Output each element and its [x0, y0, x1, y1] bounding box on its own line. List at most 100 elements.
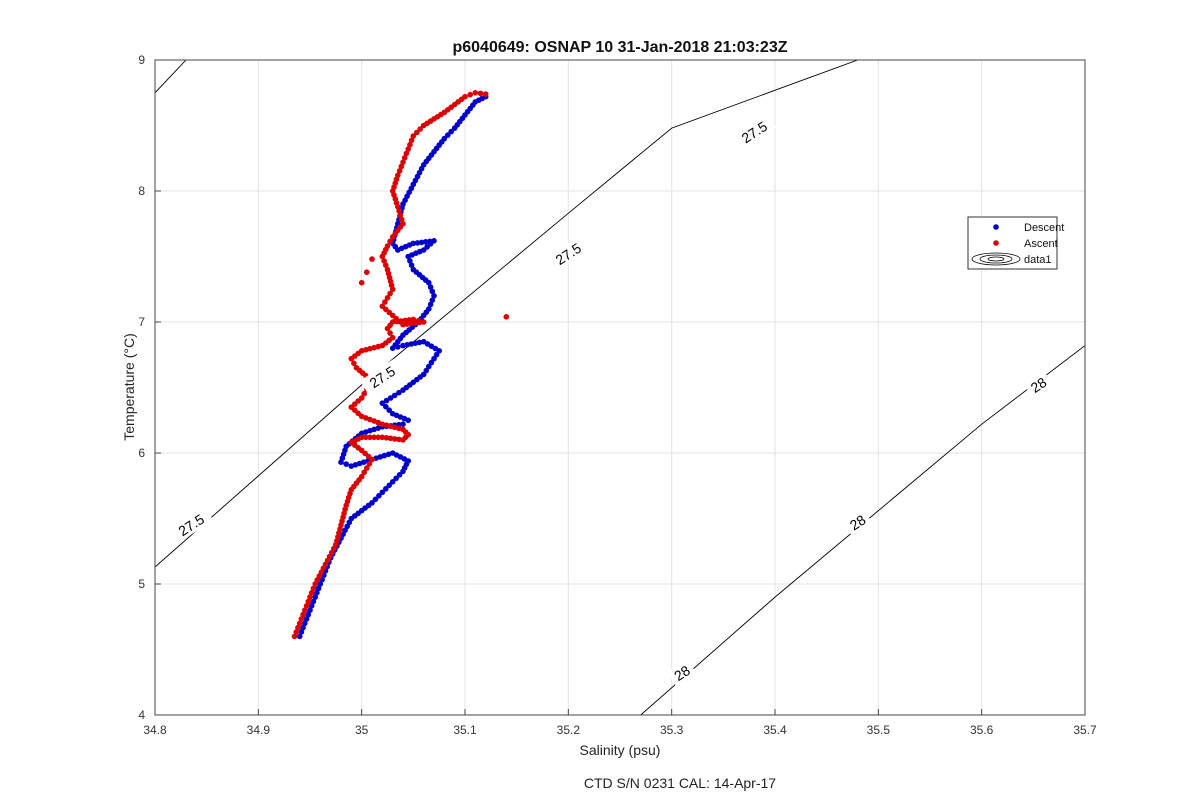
x-tick-label: 35.5 [867, 723, 891, 737]
contour-label-text: 28 [847, 511, 869, 533]
ascent-point [366, 461, 373, 467]
contour-label-bg [168, 506, 214, 544]
ascent-point [395, 172, 401, 179]
ascent-point [482, 91, 489, 97]
x-tick-label: 35.4 [763, 723, 787, 737]
data-points [291, 90, 510, 640]
density-contour-27.5 [155, 60, 187, 94]
ascent-point [384, 295, 391, 301]
ascent-point [293, 629, 300, 635]
ascent-point [414, 129, 420, 136]
contour-label-bg [731, 113, 777, 151]
descent-point [431, 238, 437, 244]
ascent-point [477, 90, 484, 97]
axis-ticks: 34.8 34.9 35 35.1 35.2 35.3 35.4 35.5 35.6 35.7 4 5… [138, 53, 1097, 737]
ascent-point [472, 90, 479, 96]
ascent-point [361, 469, 368, 476]
y-tick-label: 7 [138, 315, 145, 329]
ascent-point [291, 633, 298, 640]
ascent-point [462, 93, 468, 100]
ascent-point [383, 262, 389, 269]
descent-point [369, 500, 375, 506]
descent-point [389, 450, 396, 456]
ascent-point [371, 434, 377, 441]
descent-point [448, 128, 455, 135]
density-contours [155, 60, 1085, 715]
contour-legend-ring [971, 252, 1021, 266]
descent-point [429, 288, 436, 295]
descent-point [348, 463, 355, 469]
descent-point [445, 132, 451, 138]
ascent-point [379, 303, 386, 310]
contour-legend-icon [971, 252, 1021, 266]
ascent-point [403, 150, 410, 157]
ascent-point [381, 258, 387, 264]
ascent-point [351, 360, 357, 367]
contour-label: 27.5 [359, 358, 405, 396]
contour-label-bg [667, 659, 697, 687]
descent-point [376, 493, 382, 499]
descent-point [396, 472, 403, 478]
y-tick-label: 5 [138, 577, 145, 591]
descent-point [367, 427, 373, 434]
descent-point [420, 338, 427, 345]
legend-box [967, 216, 1058, 270]
descent-point [387, 395, 394, 401]
contour-label: 28 [842, 508, 873, 536]
descent-point [389, 479, 396, 485]
ascent-point [401, 155, 408, 161]
descent-point [317, 581, 324, 587]
descent-point [426, 306, 432, 312]
descent-point [312, 594, 319, 600]
ascent-point [353, 365, 360, 371]
descent-point [314, 589, 320, 596]
ascent-point [379, 434, 386, 441]
descent-point [410, 266, 417, 273]
ascent-point [420, 319, 427, 325]
ascent-point [389, 319, 396, 325]
ascent-point [300, 611, 306, 618]
ascent-point [389, 334, 396, 341]
legend-label-data1: data1 [1024, 254, 1052, 266]
contour-label-bg [842, 508, 873, 536]
ascent-point [387, 290, 393, 297]
ascent-point [358, 279, 365, 286]
contour-label-text: 28 [671, 662, 693, 684]
descent-point [422, 239, 429, 245]
descent-point [423, 367, 430, 374]
x-tick-label: 35 [355, 723, 369, 737]
descent-point [408, 262, 415, 269]
ascent-point [367, 434, 373, 441]
ascent-point [371, 418, 377, 424]
descent-point [352, 462, 359, 468]
legend-label-descent: Descent [1024, 222, 1064, 234]
ascent-point [358, 395, 365, 401]
descent-point [302, 620, 308, 627]
descent-point [372, 496, 379, 503]
chart-title: p6040649: OSNAP 10 31-Jan-2018 21:03:23Z [452, 39, 787, 56]
descent-point [427, 284, 434, 290]
descent-point [305, 611, 312, 618]
ascent-point [303, 603, 310, 609]
descent-point [396, 389, 402, 396]
contour-label: 27.5 [168, 506, 214, 544]
descent-point [298, 629, 305, 635]
ascent-point [396, 436, 402, 443]
y-tick-label: 8 [138, 184, 145, 198]
ascent-point [398, 216, 405, 223]
ascent-point [302, 607, 308, 613]
ascent-point [417, 126, 424, 132]
descent-point [414, 240, 421, 246]
legend: Descent Ascent data1 [967, 216, 1064, 270]
legend-marker-ascent [993, 240, 999, 246]
ascent-point [391, 436, 398, 442]
ascent-point [305, 598, 312, 605]
descent-point [431, 293, 437, 299]
contour-label-bg [545, 234, 591, 273]
ascent-point [396, 425, 402, 432]
contour-label: 28 [1023, 370, 1053, 399]
ascent-point [298, 616, 305, 622]
x-axis-label: Salinity (psu) [580, 742, 661, 758]
